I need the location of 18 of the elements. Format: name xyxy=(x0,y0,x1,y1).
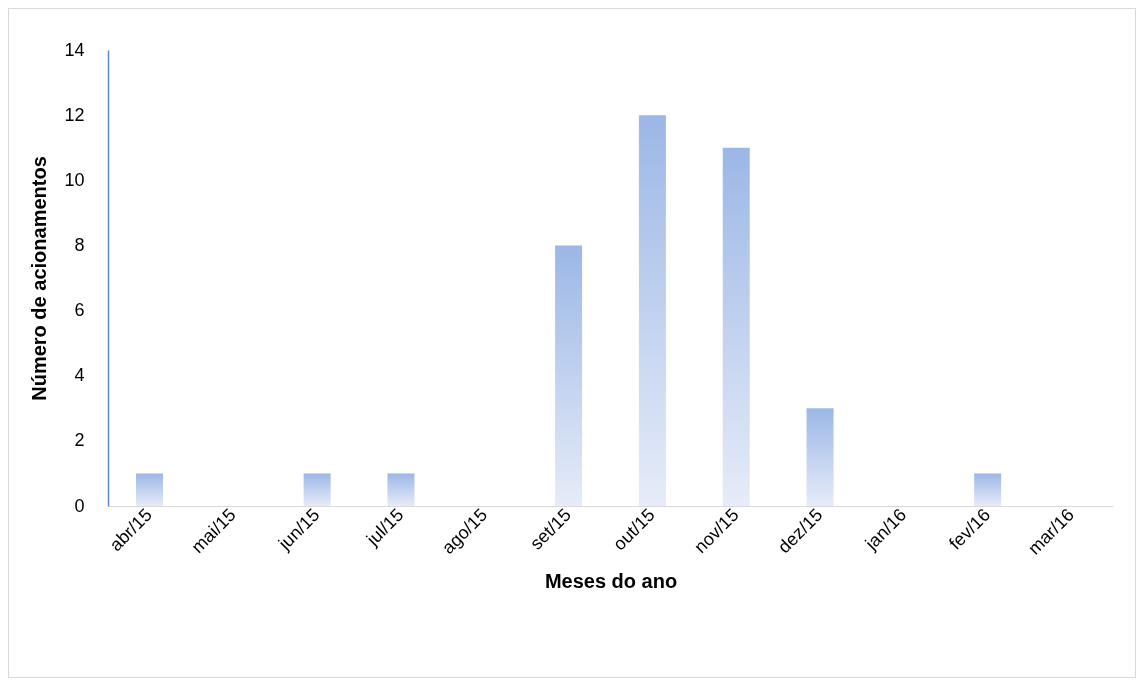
y-tick-label: 4 xyxy=(74,365,85,386)
bar xyxy=(387,473,415,506)
y-tick-label: 6 xyxy=(74,300,85,321)
bar xyxy=(806,408,834,506)
bar xyxy=(555,245,583,506)
y-tick-label: 2 xyxy=(74,430,85,451)
bar xyxy=(974,473,1002,506)
bar xyxy=(303,473,331,506)
y-tick-label: 10 xyxy=(64,169,85,190)
x-axis-title: Meses do ano xyxy=(544,570,678,593)
y-axis-title: Número de acionamentos xyxy=(28,156,51,401)
y-tick-label: 0 xyxy=(74,495,85,516)
bar xyxy=(638,115,666,506)
bar xyxy=(135,473,163,506)
y-tick-label: 14 xyxy=(64,39,85,60)
y-tick-label: 8 xyxy=(74,234,85,255)
bar xyxy=(722,147,750,506)
y-tick-label: 12 xyxy=(64,104,85,125)
